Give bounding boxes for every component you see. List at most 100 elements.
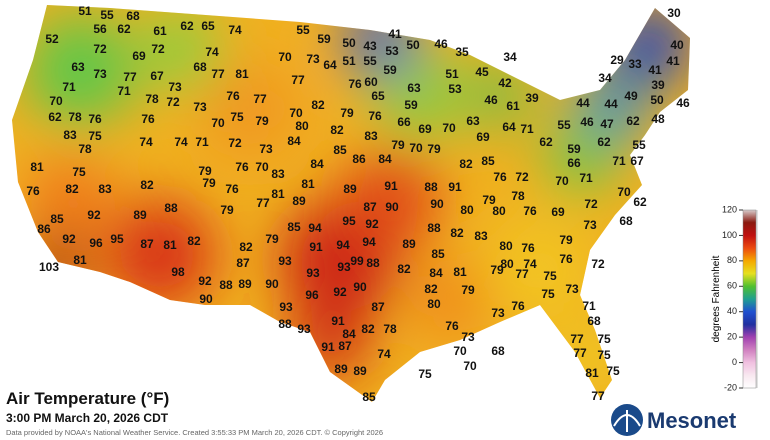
temperature-label: 75 bbox=[543, 269, 557, 283]
temperature-label: 81 bbox=[301, 177, 315, 191]
temperature-label: 68 bbox=[587, 314, 601, 328]
temperature-label: 94 bbox=[308, 221, 322, 235]
temperature-label: 93 bbox=[337, 260, 351, 274]
temperature-label: 84 bbox=[342, 327, 356, 341]
temperature-label: 71 bbox=[195, 135, 209, 149]
temperature-label: 46 bbox=[484, 93, 498, 107]
temperature-label: 85 bbox=[481, 154, 495, 168]
temperature-label: 59 bbox=[567, 142, 581, 156]
temperature-label: 47 bbox=[600, 117, 614, 131]
temperature-label: 46 bbox=[434, 37, 448, 51]
temperature-label: 63 bbox=[71, 60, 85, 74]
temperature-label: 98 bbox=[171, 265, 185, 279]
temperature-label: 73 bbox=[461, 330, 475, 344]
temperature-label: 75 bbox=[418, 367, 432, 381]
temperature-label: 80 bbox=[492, 204, 506, 218]
temperature-label: 79 bbox=[490, 263, 504, 277]
temperature-label: 70 bbox=[617, 185, 631, 199]
temperature-label: 71 bbox=[520, 122, 534, 136]
temperature-label: 93 bbox=[297, 322, 311, 336]
temperature-label: 73 bbox=[168, 80, 182, 94]
temperature-label: 84 bbox=[310, 157, 324, 171]
temperature-label: 44 bbox=[576, 96, 590, 110]
temperature-label: 77 bbox=[570, 332, 584, 346]
temperature-label: 46 bbox=[676, 96, 690, 110]
colorbar-ticks: 120 100 80 60 40 20 0 -20 bbox=[722, 204, 758, 392]
temperature-label: 55 bbox=[100, 8, 114, 22]
temperature-label: 80 bbox=[427, 297, 441, 311]
temperature-label: 70 bbox=[211, 116, 225, 130]
temperature-label: 44 bbox=[604, 97, 618, 111]
temperature-label: 95 bbox=[342, 214, 356, 228]
temperature-label: 94 bbox=[336, 238, 350, 252]
temperature-label: 79 bbox=[340, 106, 354, 120]
temperature-label: 79 bbox=[255, 114, 269, 128]
temperature-label: 59 bbox=[383, 63, 397, 77]
temperature-label: 76 bbox=[493, 170, 507, 184]
temperature-label: 72 bbox=[151, 42, 165, 56]
temperature-label: 71 bbox=[612, 154, 626, 168]
temperature-label: 87 bbox=[363, 200, 377, 214]
temperature-label: 71 bbox=[117, 84, 131, 98]
temperature-label: 85 bbox=[50, 212, 64, 226]
temperature-label: 92 bbox=[333, 285, 347, 299]
temperature-label: 67 bbox=[630, 154, 644, 168]
temperature-label: 83 bbox=[98, 182, 112, 196]
temperature-label: 82 bbox=[450, 226, 464, 240]
temperature-label: 76 bbox=[141, 112, 155, 126]
temperature-label: 73 bbox=[565, 282, 579, 296]
colorbar-tick-label: 120 bbox=[722, 204, 737, 214]
temperature-label: 51 bbox=[78, 4, 92, 18]
colorbar-tick-label: 60 bbox=[727, 281, 737, 291]
temperature-label: 69 bbox=[551, 205, 565, 219]
temperature-label: 77 bbox=[211, 67, 225, 81]
temperature-label: 78 bbox=[68, 110, 82, 124]
temperature-label: 62 bbox=[117, 22, 131, 36]
temperature-label: 59 bbox=[317, 32, 331, 46]
temperature-label: 79 bbox=[391, 138, 405, 152]
temperature-label: 76 bbox=[559, 252, 573, 266]
temperature-label: 41 bbox=[648, 63, 662, 77]
credit: Data provided by NOAA's National Weather… bbox=[6, 428, 383, 437]
temperature-label: 75 bbox=[88, 129, 102, 143]
temperature-label: 48 bbox=[651, 112, 665, 126]
temperature-label: 82 bbox=[361, 322, 375, 336]
temperature-label: 83 bbox=[271, 167, 285, 181]
temperature-label: 84 bbox=[378, 152, 392, 166]
temperature-label: 73 bbox=[583, 218, 597, 232]
temperature-label: 70 bbox=[555, 174, 569, 188]
temperature-label: 81 bbox=[585, 366, 599, 380]
temperature-label: 77 bbox=[573, 346, 587, 360]
temperature-label: 93 bbox=[306, 266, 320, 280]
temperature-label: 79 bbox=[198, 164, 212, 178]
temperature-label: 74 bbox=[139, 135, 153, 149]
temperature-label: 62 bbox=[597, 135, 611, 149]
temperature-label: 80 bbox=[295, 119, 309, 133]
temperature-label: 78 bbox=[511, 189, 525, 203]
temperature-label: 87 bbox=[140, 237, 154, 251]
temperature-label: 70 bbox=[289, 106, 303, 120]
temperature-label: 51 bbox=[445, 67, 459, 81]
temperature-label: 63 bbox=[407, 81, 421, 95]
temperature-label: 75 bbox=[72, 165, 86, 179]
temperature-label: 89 bbox=[353, 364, 367, 378]
temperature-label: 66 bbox=[397, 115, 411, 129]
temperature-label: 92 bbox=[365, 217, 379, 231]
temperature-label: 43 bbox=[363, 39, 377, 53]
temperature-label: 60 bbox=[364, 75, 378, 89]
temperature-label: 61 bbox=[153, 24, 167, 38]
temperature-label: 90 bbox=[265, 277, 279, 291]
temperature-label: 77 bbox=[256, 196, 270, 210]
temperature-label: 85 bbox=[431, 247, 445, 261]
temperature-label: 96 bbox=[89, 236, 103, 250]
temperature-label: 81 bbox=[453, 265, 467, 279]
temperature-label: 61 bbox=[506, 99, 520, 113]
temperature-label: 77 bbox=[515, 267, 529, 281]
temperature-label: 73 bbox=[259, 142, 273, 156]
temperature-label: 83 bbox=[63, 128, 77, 142]
temperature-label: 88 bbox=[219, 278, 233, 292]
temperature-label: 77 bbox=[123, 70, 137, 84]
temperature-label: 89 bbox=[133, 208, 147, 222]
temperature-label: 55 bbox=[296, 23, 310, 37]
logo-text: Mesonet bbox=[647, 408, 737, 433]
